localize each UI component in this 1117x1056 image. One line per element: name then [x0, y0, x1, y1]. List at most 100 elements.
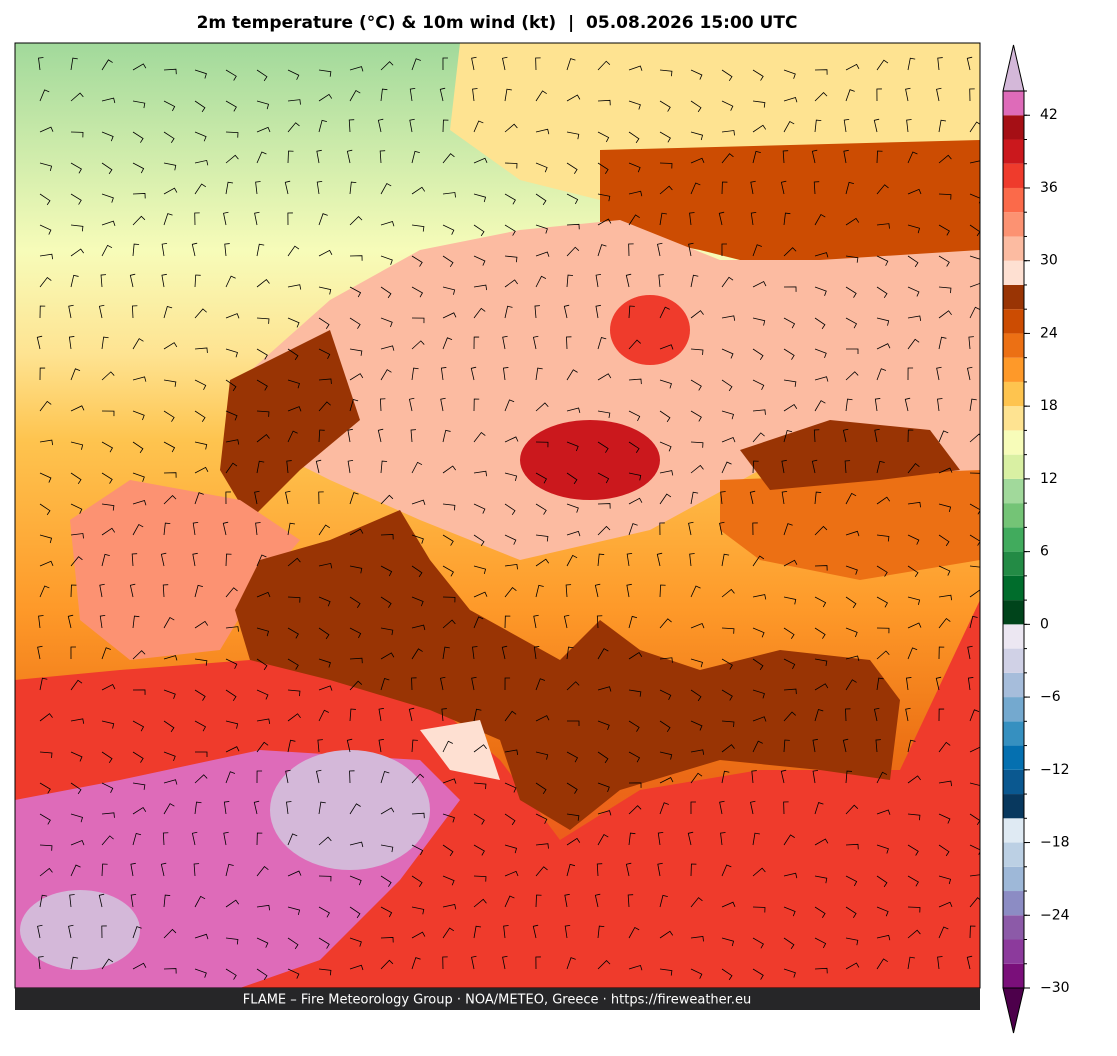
wind-barb [814, 119, 822, 133]
wind-barb [411, 739, 418, 753]
wind-barb [287, 122, 300, 133]
wind-barb [132, 832, 142, 846]
wind-barb [39, 713, 53, 722]
wind-barb [721, 627, 735, 634]
wind-barb [161, 273, 167, 288]
wind-barb [502, 955, 508, 970]
wind-barb [938, 286, 952, 294]
wind-barb [752, 740, 763, 753]
wind-barb [969, 433, 980, 443]
wind-barb [659, 441, 672, 452]
wind-barb [938, 813, 951, 824]
wind-barb [256, 658, 268, 671]
wind-barb [473, 193, 487, 203]
wind-barb [752, 348, 764, 361]
colorbar-cell [1003, 624, 1024, 649]
wind-barb [628, 65, 643, 71]
wind-barb [286, 460, 292, 474]
wind-barb [442, 875, 455, 886]
wind-barb [256, 689, 269, 700]
wind-barb [256, 317, 270, 324]
wind-barb [504, 870, 519, 877]
wind-barb [938, 594, 952, 601]
wind-barb [814, 906, 826, 918]
wind-barb [380, 596, 392, 608]
wind-barb [597, 782, 610, 792]
wind-barb [70, 368, 81, 381]
wind-barb [812, 738, 818, 753]
wind-barb [225, 587, 238, 598]
wind-barb [690, 310, 704, 319]
wind-barb [194, 466, 209, 474]
wind-barb [783, 937, 795, 950]
wind-barb [349, 317, 361, 329]
wind-barb [70, 533, 84, 539]
wind-barb [132, 806, 147, 815]
wind-barb [845, 875, 858, 887]
wind-barb [566, 782, 578, 794]
wind-barb [256, 100, 270, 110]
wind-barb [349, 348, 363, 356]
wind-barb [969, 88, 975, 102]
wind-barb [222, 521, 229, 536]
wind-barb [535, 472, 547, 484]
wind-barb [380, 652, 395, 660]
colorbar-tick-label: −12 [1040, 762, 1070, 778]
wind-barb [907, 739, 916, 753]
wind-barb [597, 410, 611, 419]
colorbar-cell [1003, 454, 1024, 479]
wind-barb [194, 159, 209, 166]
wind-barb [504, 534, 517, 545]
wind-barb [101, 472, 113, 484]
wind-barb [657, 242, 663, 257]
wind-barb [689, 553, 695, 567]
wind-barb [132, 472, 145, 482]
wind-barb [845, 181, 854, 195]
wind-barb [287, 430, 298, 443]
wind-barb [532, 335, 539, 350]
wind-barb [814, 802, 824, 815]
colorbar-tick-label: 36 [1040, 180, 1058, 196]
wind-barb [70, 193, 82, 205]
wind-barb [442, 337, 453, 350]
wind-barb [845, 937, 859, 946]
wind-barb [163, 472, 177, 478]
wind-barb [535, 193, 547, 206]
wind-barb [191, 242, 198, 257]
wind-barb [38, 615, 44, 629]
wind-barb [318, 685, 333, 691]
wind-barb [411, 186, 426, 195]
wind-barb [408, 707, 415, 722]
wind-barb [349, 841, 364, 848]
wind-barb [39, 439, 54, 446]
wind-barb [690, 863, 697, 877]
wind-barb [845, 398, 853, 412]
wind-barb [876, 934, 891, 941]
wind-barb [39, 585, 50, 598]
wind-barb [845, 843, 859, 850]
wind-barb [132, 689, 146, 695]
wind-barb [39, 224, 52, 235]
wind-barb [628, 162, 641, 173]
wind-barb [907, 956, 915, 970]
wind-barb [411, 534, 424, 544]
wind-barb [347, 428, 353, 443]
wind-barb [380, 255, 393, 265]
wind-barb [380, 286, 392, 299]
wind-barb [967, 645, 973, 660]
wind-barb [349, 373, 364, 381]
wind-barb [688, 242, 694, 257]
wind-barb [349, 181, 357, 195]
wind-barb [718, 211, 725, 226]
wind-barb [70, 441, 84, 450]
wind-barb [380, 460, 388, 474]
wind-barb [473, 503, 486, 514]
wind-barb [473, 708, 482, 722]
wind-barb [566, 441, 579, 452]
wind-barb [876, 460, 885, 474]
wind-barb [163, 187, 178, 195]
wind-barb [194, 308, 207, 319]
wind-barb [783, 834, 795, 846]
wind-barb [628, 497, 643, 505]
